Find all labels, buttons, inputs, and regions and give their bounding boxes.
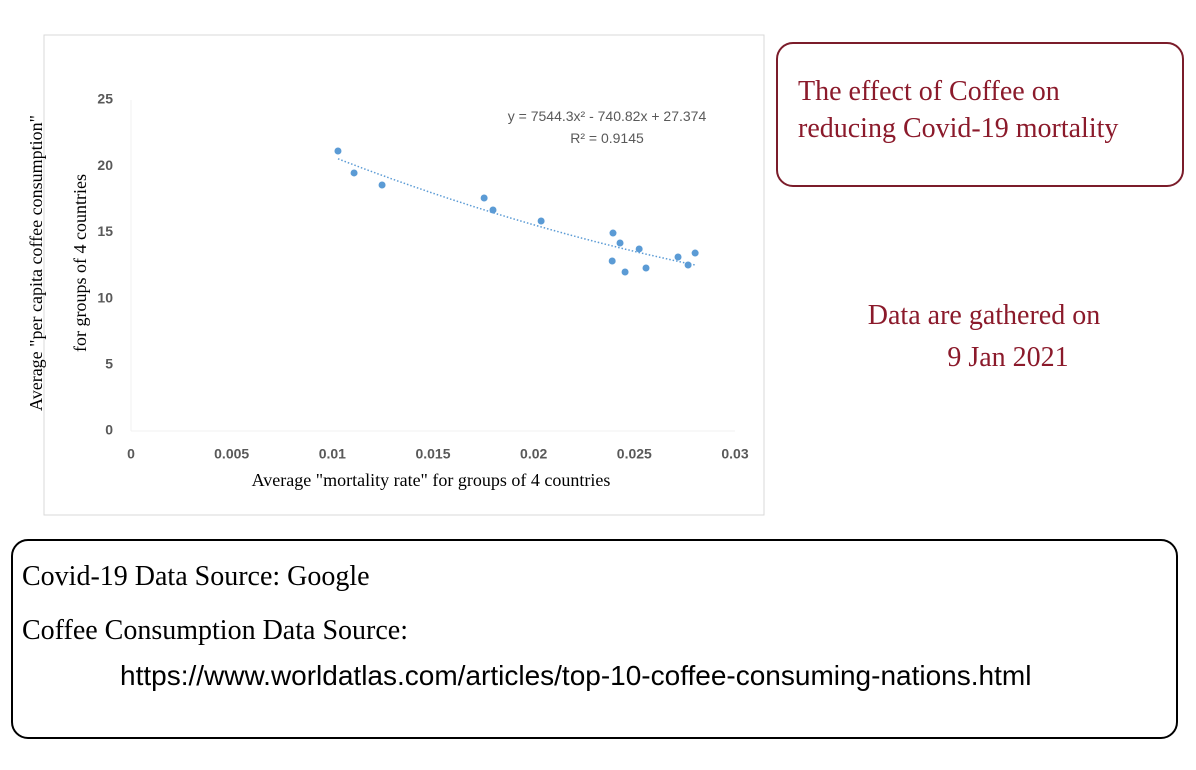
y-tick-label: 0 xyxy=(105,422,113,438)
x-axis-label: Average "mortality rate" for groups of 4… xyxy=(252,470,611,490)
sources-box xyxy=(11,539,1178,739)
note: 9 Jan 2021 xyxy=(947,342,1068,373)
data-point xyxy=(378,181,386,189)
chart-frame xyxy=(43,34,765,516)
title-box xyxy=(776,42,1184,187)
source-text: Coffee Consumption Data Source: xyxy=(22,615,408,646)
title: The effect of Coffee on xyxy=(798,76,1060,107)
data-point xyxy=(350,169,358,177)
trendline xyxy=(337,158,696,266)
data-point xyxy=(609,229,617,237)
y-tick-label: 15 xyxy=(97,223,113,239)
x-tick-label: 0.005 xyxy=(214,446,249,462)
data-point xyxy=(642,264,650,272)
y-tick-label: 25 xyxy=(97,91,113,107)
y-tick-label: 5 xyxy=(105,356,113,372)
data-point xyxy=(480,194,488,202)
x-tick-label: 0.015 xyxy=(415,446,450,462)
title: reducing Covid-19 mortality xyxy=(798,113,1118,144)
data-point xyxy=(334,147,342,155)
data-point xyxy=(684,261,692,269)
x-tick-label: 0.025 xyxy=(617,446,652,462)
data-point xyxy=(691,249,699,257)
data-point xyxy=(621,268,629,276)
trendline-r2: R² = 0.9145 xyxy=(570,130,644,146)
x-tick-label: 0 xyxy=(127,446,135,462)
data-point xyxy=(489,206,497,214)
x-tick-label: 0.02 xyxy=(520,446,547,462)
source-url: https://www.worldatlas.com/articles/top-… xyxy=(120,660,1031,691)
data-point xyxy=(674,253,682,261)
y-tick-label: 10 xyxy=(97,289,113,305)
trendline-equation: y = 7544.3x² - 740.82x + 27.374 xyxy=(508,108,707,124)
x-tick-label: 0.03 xyxy=(721,446,748,462)
source-text: Covid-19 Data Source: Google xyxy=(22,561,370,592)
y-axis-label: Average "per capita coffee consumption" xyxy=(26,115,46,411)
note: Data are gathered on xyxy=(868,300,1100,331)
y-tick-label: 20 xyxy=(97,157,113,173)
y-axis-label: for groups of 4 countries xyxy=(70,174,90,352)
data-point xyxy=(537,217,545,225)
data-point xyxy=(616,239,624,247)
data-point xyxy=(608,257,616,265)
data-point xyxy=(635,245,643,253)
x-tick-label: 0.01 xyxy=(319,446,346,462)
